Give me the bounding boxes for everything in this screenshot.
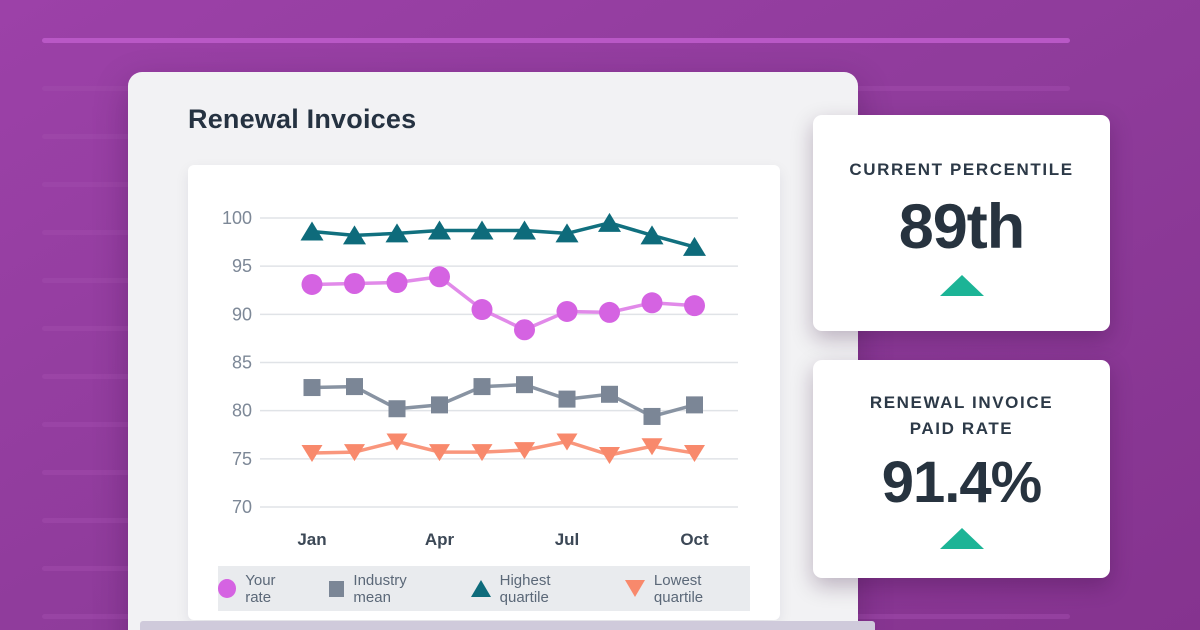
data-point-triangle-up (640, 225, 664, 245)
y-tick-label: 95 (232, 256, 252, 276)
legend-item[interactable]: Lowest quartile (624, 571, 750, 606)
data-point-triangle-down (641, 438, 663, 456)
legend-label: Industry mean (353, 571, 407, 606)
series-line-triangle-down (310, 439, 697, 457)
renewal-paid-rate-card: RENEWAL INVOICE PAID RATE 91.4% (813, 360, 1110, 578)
y-tick-label: 70 (232, 497, 252, 517)
data-point-circle (599, 301, 620, 323)
legend-item[interactable]: Your rate (218, 572, 303, 606)
data-point-circle (556, 300, 578, 322)
legend-label: Your rate (245, 571, 276, 606)
data-point-square (516, 376, 533, 394)
data-point-triangle-up (470, 220, 494, 240)
data-point-square (303, 379, 321, 397)
x-tick-label: Jan (297, 530, 326, 549)
data-point-triangle-up (555, 223, 579, 243)
data-point-triangle-down (684, 445, 705, 463)
data-point-square (431, 396, 448, 414)
data-point-triangle-down (471, 444, 493, 462)
x-tick-label: Oct (680, 530, 709, 549)
y-tick-label: 100 (222, 208, 252, 228)
data-point-triangle-down (599, 446, 620, 464)
x-tick-label: Jul (555, 530, 580, 549)
chart-panel: 100 95 90 85 80 75 70 Jan Apr Jul Oct Your rate Ind… (188, 165, 780, 620)
data-point-triangle-up (428, 220, 451, 240)
data-point-circle (471, 299, 493, 321)
legend-label: Highest quartile (499, 571, 551, 606)
y-tick-label: 90 (232, 304, 252, 324)
data-point-circle (684, 295, 705, 317)
data-point-circle (344, 273, 365, 295)
data-point-square (346, 378, 363, 396)
y-tick-label: 85 (232, 353, 252, 373)
data-point-triangle-up (300, 221, 324, 241)
stat-value: 89th (898, 192, 1026, 263)
triangle-down-legend-icon (624, 580, 645, 597)
data-point-triangle-up (513, 220, 536, 240)
circle-legend-icon (218, 579, 237, 598)
data-point-triangle-down (429, 444, 450, 462)
y-tick-label: 80 (232, 401, 252, 421)
current-percentile-card: CURRENT PERCENTILE 89th (813, 115, 1110, 331)
data-point-square (388, 400, 406, 418)
data-point-square (643, 407, 661, 425)
x-tick-label: Apr (425, 530, 455, 549)
data-point-square (473, 378, 491, 396)
square-legend-icon (329, 580, 345, 597)
data-point-triangle-up (343, 225, 366, 245)
data-point-square (558, 390, 576, 408)
data-point-circle (301, 273, 323, 295)
data-point-triangle-up (385, 223, 409, 243)
legend-item[interactable]: Highest quartile (470, 571, 599, 606)
legend-item[interactable]: Industry mean (329, 572, 445, 606)
trend-up-icon (939, 275, 984, 297)
series-line-circle (310, 275, 697, 332)
data-point-triangle-down (386, 433, 408, 451)
data-point-triangle-up (598, 212, 621, 232)
stat-label: RENEWAL INVOICE PAID RATE (869, 393, 1054, 439)
background-stripe (42, 38, 1070, 43)
stat-value: 91.4% (881, 449, 1042, 515)
data-point-square (686, 396, 703, 414)
series-line-triangle-up (310, 221, 697, 249)
data-point-circle (386, 272, 408, 294)
series-line-square (310, 382, 697, 419)
renewal-invoices-line-chart: 100 95 90 85 80 75 70 Jan Apr Jul Oct (222, 208, 738, 549)
data-point-triangle-down (556, 433, 578, 451)
data-point-triangle-down (301, 445, 323, 463)
triangle-up-legend-icon (470, 580, 491, 597)
trend-up-icon (939, 527, 984, 549)
renewal-invoices-card: Renewal Invoices 100 95 90 85 80 75 70 Jan Apr Ju… (128, 72, 858, 630)
data-point-circle (514, 319, 535, 341)
page-title: Renewal Invoices (188, 104, 417, 134)
chart-legend: Your rate Industry mean Highest quartile Lo… (218, 566, 750, 611)
data-point-triangle-down (344, 444, 365, 462)
data-point-triangle-down (514, 442, 535, 460)
legend-label: Lowest quartile (653, 571, 704, 606)
stat-label: CURRENT PERCENTILE (849, 160, 1074, 179)
data-point-triangle-up (683, 236, 706, 256)
data-point-square (601, 385, 618, 403)
data-point-circle (429, 266, 450, 288)
data-point-circle (641, 292, 663, 314)
y-tick-label: 75 (232, 449, 252, 469)
bottom-peek-panel (140, 621, 875, 630)
